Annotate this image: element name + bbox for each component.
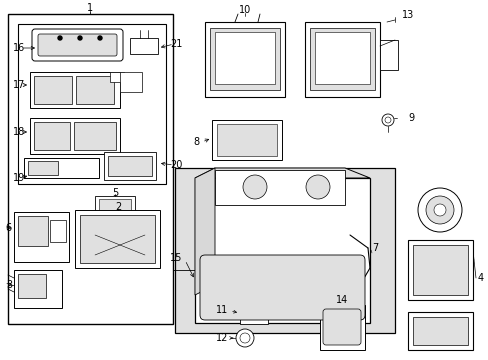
Circle shape <box>243 175 266 199</box>
Circle shape <box>425 196 453 224</box>
Bar <box>99 199 131 217</box>
Bar <box>74 122 116 150</box>
Bar <box>24 158 99 178</box>
Bar <box>104 152 156 180</box>
Text: 8: 8 <box>193 137 200 147</box>
Text: 3: 3 <box>6 280 12 290</box>
Bar <box>412 317 467 345</box>
Bar <box>319 305 364 350</box>
Bar <box>110 72 124 82</box>
Bar <box>204 22 285 97</box>
Circle shape <box>381 114 393 126</box>
Bar <box>240 310 267 324</box>
FancyBboxPatch shape <box>200 255 364 320</box>
Text: 21: 21 <box>170 39 182 49</box>
Bar <box>30 118 120 154</box>
Bar <box>212 120 282 160</box>
Text: 9: 9 <box>407 113 413 123</box>
Bar <box>215 170 345 205</box>
Bar <box>407 240 472 300</box>
Bar <box>76 76 114 104</box>
Bar <box>195 178 369 323</box>
Bar <box>309 28 374 90</box>
Circle shape <box>417 188 461 232</box>
Bar <box>34 76 72 104</box>
Text: 1: 1 <box>87 3 93 13</box>
Circle shape <box>240 333 249 343</box>
FancyBboxPatch shape <box>32 29 123 61</box>
Bar <box>130 38 158 54</box>
Bar <box>18 216 48 246</box>
Text: 5: 5 <box>112 188 118 198</box>
Text: 19: 19 <box>13 173 25 183</box>
Text: 6: 6 <box>6 223 12 233</box>
Bar <box>14 212 69 262</box>
Text: 4: 4 <box>477 273 483 283</box>
Text: 14: 14 <box>335 295 347 305</box>
Bar <box>14 270 62 308</box>
FancyBboxPatch shape <box>323 309 360 345</box>
Text: 10: 10 <box>238 5 251 15</box>
Polygon shape <box>195 168 369 178</box>
Text: 13: 13 <box>401 10 413 20</box>
Circle shape <box>98 36 102 40</box>
Bar <box>75 210 160 268</box>
Bar <box>120 72 142 92</box>
Text: 2: 2 <box>115 202 121 212</box>
Text: 11: 11 <box>215 305 227 315</box>
Text: 17: 17 <box>13 80 25 90</box>
Bar <box>412 245 467 295</box>
Bar <box>379 40 397 70</box>
Text: 15: 15 <box>169 253 182 263</box>
Bar <box>80 215 155 263</box>
Bar <box>34 122 70 150</box>
Bar <box>215 32 274 84</box>
Circle shape <box>58 36 62 40</box>
Bar <box>30 72 120 108</box>
Circle shape <box>305 175 329 199</box>
Text: 18: 18 <box>13 127 25 137</box>
Bar <box>314 32 369 84</box>
Bar <box>305 22 379 97</box>
Bar <box>18 274 46 298</box>
Bar <box>407 312 472 350</box>
Text: 7: 7 <box>371 243 378 253</box>
FancyBboxPatch shape <box>38 34 117 56</box>
Bar <box>209 28 280 90</box>
Bar <box>28 161 58 175</box>
Circle shape <box>78 36 82 40</box>
Bar <box>95 196 135 220</box>
Circle shape <box>433 204 445 216</box>
Polygon shape <box>195 168 215 295</box>
Circle shape <box>384 117 390 123</box>
Text: 20: 20 <box>170 160 182 170</box>
Bar <box>108 156 152 176</box>
Bar <box>50 220 66 242</box>
Bar <box>175 168 394 333</box>
Bar <box>18 24 165 184</box>
Text: 12: 12 <box>215 333 227 343</box>
Bar <box>217 124 276 156</box>
Bar <box>8 14 173 324</box>
Text: 16: 16 <box>13 43 25 53</box>
Circle shape <box>236 329 253 347</box>
